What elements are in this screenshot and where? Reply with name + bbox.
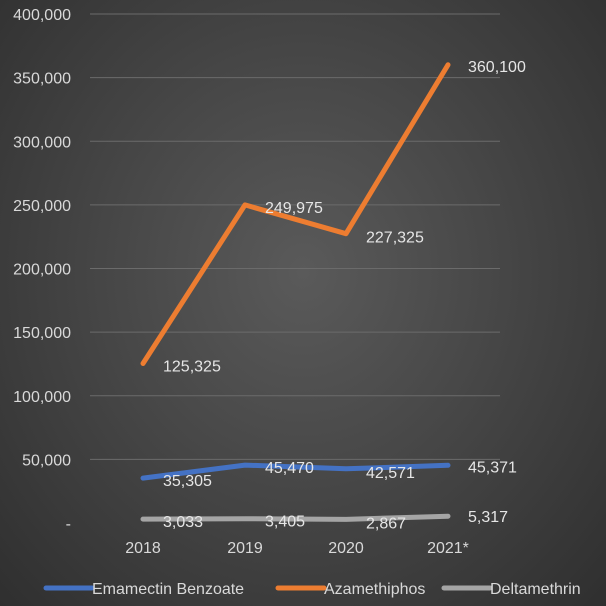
legend-label: Emamectin Benzoate bbox=[92, 581, 244, 598]
data-label: 2,867 bbox=[366, 515, 406, 532]
legend-label: Azamethiphos bbox=[324, 581, 425, 598]
data-label: 227,325 bbox=[366, 230, 424, 247]
data-label: 360,100 bbox=[468, 59, 526, 76]
y-tick-label: 50,000 bbox=[22, 452, 71, 469]
legend: Emamectin Benzoate Azamethiphos Deltamethr… bbox=[43, 581, 581, 598]
y-tick-label: 150,000 bbox=[13, 325, 71, 342]
data-label: 125,325 bbox=[163, 359, 221, 376]
y-tick-label: 400,000 bbox=[13, 7, 71, 24]
data-label: 3,033 bbox=[163, 514, 203, 531]
y-tick-label: - bbox=[66, 516, 71, 533]
legend-label: Deltamethrin bbox=[490, 581, 581, 598]
x-tick-label: 2020 bbox=[328, 540, 364, 557]
gridlines bbox=[90, 13, 500, 460]
y-tick-label: 350,000 bbox=[13, 71, 71, 88]
series-lines bbox=[140, 62, 451, 522]
x-tick-label: 2021* bbox=[427, 540, 469, 557]
y-axis-tick-labels: - 50,000 100,000 150,000 200,000 250,000 300,0… bbox=[13, 7, 71, 533]
data-labels: 35,305 45,470 42,571 45,371 125,325 249,975 22… bbox=[163, 59, 526, 533]
y-tick-label: 300,000 bbox=[13, 134, 71, 151]
x-axis-tick-labels: 2018 2019 2020 2021* bbox=[125, 540, 469, 557]
data-label: 5,317 bbox=[468, 509, 508, 526]
series-line-azamethiphos bbox=[140, 62, 451, 366]
data-label: 249,975 bbox=[265, 200, 323, 217]
x-tick-label: 2019 bbox=[227, 540, 263, 557]
series-line-emamectin-benzoate bbox=[140, 462, 451, 481]
x-tick-label: 2018 bbox=[125, 540, 161, 557]
data-label: 3,405 bbox=[265, 514, 305, 531]
data-label: 45,371 bbox=[468, 459, 517, 476]
y-tick-label: 250,000 bbox=[13, 198, 71, 215]
y-tick-label: 200,000 bbox=[13, 262, 71, 279]
y-tick-label: 100,000 bbox=[13, 389, 71, 406]
data-label: 42,571 bbox=[366, 465, 415, 482]
data-label: 45,470 bbox=[265, 460, 314, 477]
data-label: 35,305 bbox=[163, 473, 212, 490]
series-line-deltamethrin bbox=[140, 513, 451, 522]
